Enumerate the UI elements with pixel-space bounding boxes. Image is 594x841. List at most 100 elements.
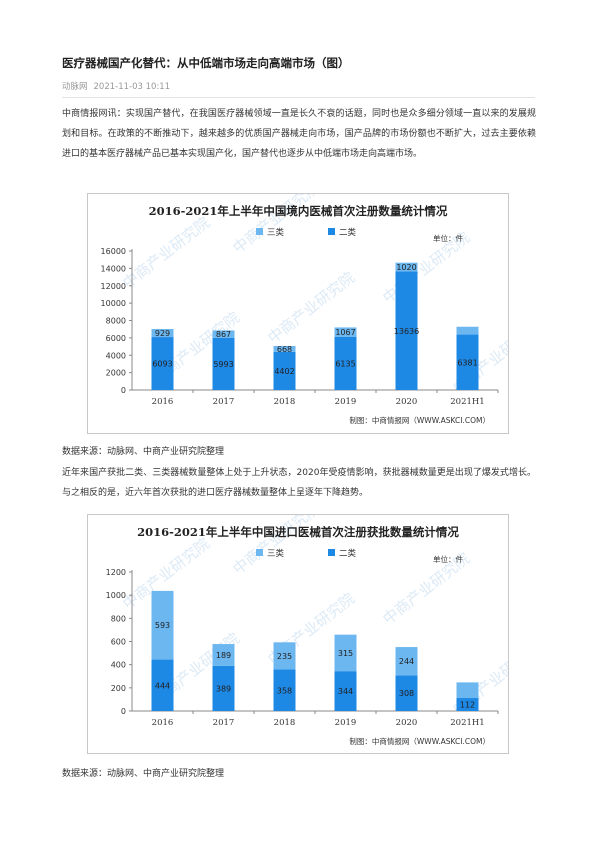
x-tick-label: 2017 [213,718,235,728]
bar-class3-2019 [334,327,357,337]
x-tick-label: 2016 [152,397,174,407]
x-tick-label: 2016 [152,718,174,728]
data-label-class3-2019: 315 [338,649,353,658]
x-tick-label: 2021H1 [450,718,484,728]
domestic-chart: 中商产业研究院 中商产业研究院 中商产业研究院 中商产业研究院 中商产业研究院 中商产业研… [87,193,509,434]
bar-class3-2016 [151,590,174,660]
article-datetime: 2021-11-03 10:11 [93,82,171,92]
article-title: 医疗器械国产化替代：从中低端市场走向高端市场（图） [62,56,350,70]
bar-class2-2016 [151,659,174,711]
y-tick-label: 0 [121,707,126,716]
bar-class3-2021H1 [456,326,479,335]
data-label-class2-2020: 13636 [394,327,419,336]
data-label-class2-2017: 389 [216,684,231,693]
bar-class3-2018 [273,642,296,670]
data-label-class3-2020: 244 [399,657,414,666]
article-paragraph-1: 中商情报网讯：实现国产替代，在我国医疗器械领域一直是长久不衰的话题，同时也是众多… [62,109,536,159]
legend-swatch-class2 [328,228,335,235]
y-tick-label: 600 [111,638,126,647]
x-tick-label: 2021H1 [450,397,484,407]
article-meta: 动脉网 2021-11-03 10:11 [62,80,170,92]
data-label-class3-2019: 1067 [335,328,355,337]
bar-class2-2017 [212,337,235,390]
x-tick-label: 2018 [274,397,296,407]
legend-label-class2: 二类 [339,548,357,559]
x-tick-label: 2020 [396,718,418,728]
chart-title: 2016-2021年上半年中国境内医械首次注册数量统计情况 [149,204,448,218]
y-tick-label: 4000 [106,351,126,360]
bar-class3-2020 [395,647,418,676]
bar-class2-2017 [212,665,235,711]
x-tick-label: 2020 [396,397,418,407]
bar-class3-2020 [395,262,418,272]
bar-class3-2017 [212,330,235,338]
legend-swatch-class2 [328,549,335,556]
data-label-class2-2017: 5993 [213,360,233,369]
article-source-name: 动脉网 [62,82,88,92]
bar-class2-2021H1 [456,334,479,390]
bar-class2-2018 [273,669,296,711]
bar-class3-2019 [334,634,357,672]
domestic-chart-svg: 中商产业研究院中商产业研究院中商产业研究院中商产业研究院中商产业研究院中商产业研… [101,194,508,425]
y-tick-label: 1000 [106,591,126,600]
data-label-class2-2019: 6135 [335,359,355,368]
legend-swatch-class3 [256,228,263,235]
data-label-class3-2016: 593 [155,621,170,630]
import-chart-svg: 中商产业研究院中商产业研究院中商产业研究院中商产业研究院中商产业研究院中商产业研… [106,515,508,746]
watermark-text: 中商产业研究院 [119,213,213,292]
data-label-class3-2018: 235 [277,652,292,661]
legend-swatch-class3 [256,549,263,556]
data-label-class2-2018: 358 [277,686,292,695]
y-tick-label: 16000 [101,247,126,256]
unit-label: 单位：件 [433,554,463,564]
x-tick-label: 2018 [274,718,296,728]
y-tick-label: 2000 [106,369,126,378]
legend-label-class3: 三类 [267,548,285,559]
y-tick-label: 12000 [101,282,126,291]
x-tick-label: 2019 [335,718,357,728]
x-tick-label: 2019 [335,397,357,407]
chart-credit: 制图：中商情报网（WWW.ASKCI.COM） [349,415,490,425]
data-label-class2-2020: 308 [399,689,414,698]
bar-class2-2018 [273,351,296,390]
data-label-class3-2020: 1020 [396,263,416,272]
data-label-class3-2018: 668 [277,345,292,354]
import-chart: 中商产业研究院 中商产业研究院 中商产业研究院 中商产业研究院 中商产业研究院 中商产业研… [87,514,509,754]
y-tick-label: 6000 [106,334,126,343]
bar-class3-2018 [273,345,296,352]
unit-label: 单位：件 [433,233,463,243]
y-tick-label: 400 [111,661,126,670]
data-source-note-1: 数据来源：动脉网、中商产业研究院整理 [62,447,225,457]
bar-class3-2021H1 [456,682,479,699]
data-label-class2-2021H1: 6381 [457,358,477,367]
bar-class3-2016 [151,328,174,338]
y-tick-label: 10000 [101,299,126,308]
data-source-note-2: 数据来源：动脉网、中商产业研究院整理 [62,769,225,779]
bar-class2-2019 [334,671,357,711]
legend-label-class2: 二类 [339,227,357,238]
data-label-class2-2016: 444 [155,681,170,690]
chart-title: 2016-2021年上半年中国进口医械首次注册获批数量统计情况 [137,525,459,539]
y-tick-label: 0 [121,386,126,395]
legend-label-class3: 三类 [267,227,285,238]
data-label-class2-2018: 4402 [274,367,294,376]
bar-class2-2020 [395,675,418,711]
data-label-class3-2017: 867 [216,330,231,339]
y-tick-label: 1200 [106,568,126,577]
data-label-class2-2021H1: 112 [460,701,475,710]
bar-class2-2020 [395,271,418,390]
y-tick-label: 8000 [106,317,126,326]
title-divider [62,97,535,98]
data-label-class2-2019: 344 [338,687,353,696]
data-label-class2-2016: 6093 [152,360,172,369]
bar-class2-2016 [151,337,174,390]
y-tick-label: 14000 [101,264,126,273]
x-tick-label: 2017 [213,397,235,407]
data-label-class3-2016: 929 [155,329,170,338]
y-tick-label: 800 [111,614,126,623]
article-paragraph-2: 近年来国产获批二类、三类器械数量整体上处于上升状态，2020年受疫情影响，获批器… [62,468,536,498]
data-label-class3-2017: 189 [216,651,231,660]
bar-class3-2017 [212,644,235,666]
bar-class2-2019 [334,336,357,390]
y-tick-label: 200 [111,684,126,693]
